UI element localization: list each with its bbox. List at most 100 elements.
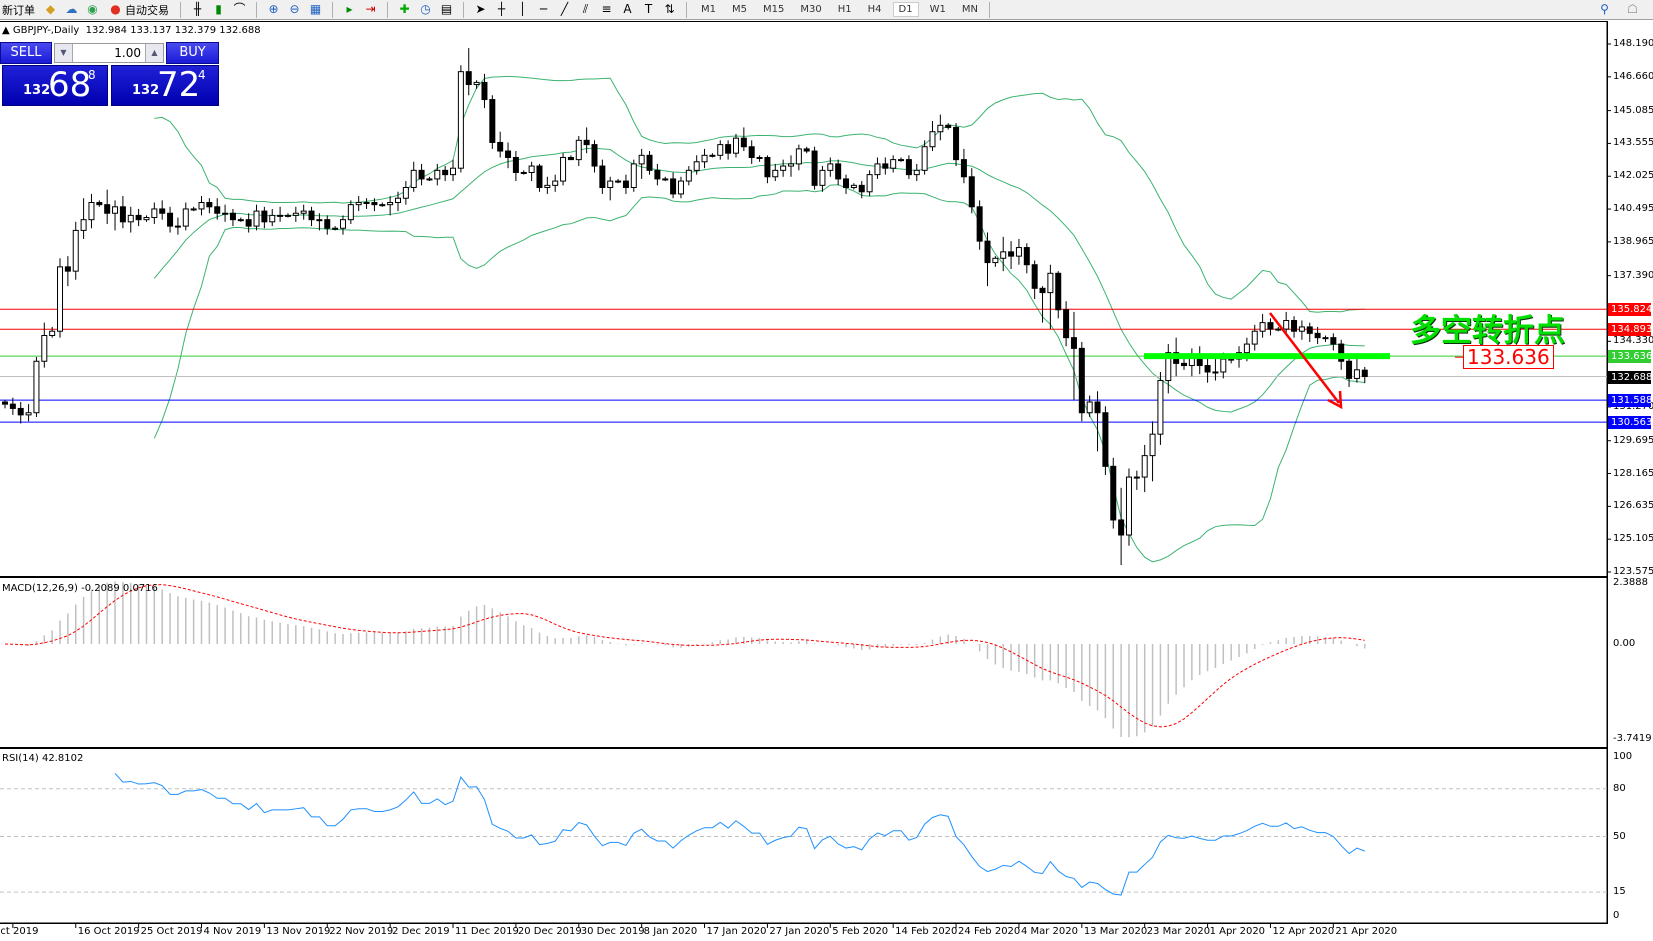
candle (237, 217, 244, 222)
cursor-icon[interactable]: ➤ (475, 2, 486, 16)
autoscroll-icon[interactable]: ▸ (346, 2, 353, 16)
zoom-in-icon[interactable]: ⊕ (268, 2, 279, 16)
candle (1196, 346, 1203, 375)
horizontal-line-icon[interactable]: ─ (539, 2, 548, 16)
auto-trading-button[interactable]: ● 自动交易 (106, 1, 171, 19)
candle-body (112, 206, 119, 214)
tile-windows-icon[interactable]: ▦ (309, 2, 322, 16)
buy-price[interactable]: 132 72 4 (111, 65, 219, 106)
candle (913, 163, 920, 182)
candle-body (1243, 343, 1250, 354)
fibonacci-icon[interactable]: ≡ (601, 2, 612, 16)
new-order-button[interactable]: 新订单 (0, 1, 37, 19)
periods-icon[interactable]: ◷ (420, 2, 431, 16)
candle (615, 178, 622, 184)
timeframe-m1[interactable]: M1 (701, 4, 716, 15)
timeframe-h4[interactable]: H4 (867, 4, 882, 15)
signal-icon[interactable]: ◉ (87, 2, 98, 16)
candle (1015, 238, 1022, 265)
rsi-label: RSI(14) 42.8102 (2, 753, 84, 764)
new-order-label: 新订单 (2, 3, 35, 17)
timeframe-m15[interactable]: M15 (763, 4, 785, 15)
text-icon[interactable]: A (623, 2, 632, 16)
candle (167, 206, 174, 233)
templates-icon[interactable]: ▤ (440, 2, 453, 16)
candle (709, 153, 716, 158)
candle-body (1141, 455, 1148, 478)
indicators-icon[interactable]: ✚ (399, 2, 410, 16)
candle-body (300, 210, 307, 214)
candle (1298, 320, 1305, 340)
date-axis-label: 4 Nov 2019 (203, 926, 262, 937)
candle (379, 202, 386, 207)
search-icon[interactable]: ⚲ (1600, 2, 1609, 16)
timeframe-mn[interactable]: MN (961, 4, 978, 15)
trend-arrow (1269, 312, 1340, 404)
lot-increase-button[interactable]: ▲ (145, 44, 163, 62)
date-axis-label: 25 Oct 2019 (140, 926, 203, 937)
annotation-text[interactable]: 多空转折点 (1410, 313, 1565, 349)
candle (253, 204, 260, 231)
date-axis-label: 12 Apr 2020 (1272, 926, 1335, 937)
candle-body (1322, 337, 1329, 340)
candle (1086, 395, 1093, 418)
timeframe-m5[interactable]: M5 (732, 4, 747, 15)
text-label-icon[interactable]: T (644, 2, 653, 16)
sell-price[interactable]: 132 68 8 (2, 65, 108, 106)
macd-signal-line (4, 584, 1365, 728)
candle (64, 256, 71, 287)
channel-icon[interactable]: ⫽ (582, 2, 589, 16)
candle-body (953, 126, 960, 161)
bar-chart-icon[interactable]: ╫ (193, 2, 202, 16)
zoom-out-icon[interactable]: ⊖ (289, 2, 300, 16)
candle-body (780, 165, 787, 171)
candle (748, 140, 755, 164)
lot-decrease-button[interactable]: ▼ (55, 44, 73, 62)
trendline-icon[interactable]: ╱ (560, 2, 569, 16)
date-axis-label: 27 Jan 2020 (769, 926, 830, 937)
level-price-tag: 135.824 (1608, 303, 1652, 317)
auto-trading-label: 自动交易 (125, 3, 169, 17)
candle (835, 159, 842, 186)
candle-body (850, 184, 857, 189)
candle (339, 215, 346, 235)
candle-body (198, 202, 205, 210)
market-watch-icon[interactable]: ◆ (45, 2, 56, 16)
arrows-icon[interactable]: ⇅ (664, 2, 675, 16)
candle-body (1259, 322, 1266, 332)
candle-body (984, 240, 991, 264)
history-icon[interactable]: ☁ (65, 2, 78, 16)
chart-shift-icon[interactable]: ⇥ (365, 2, 376, 16)
candle-body (772, 169, 779, 178)
candle (670, 172, 677, 199)
candle (780, 159, 787, 177)
sell-button[interactable]: SELL (0, 42, 52, 64)
timeframe-w1[interactable]: W1 (929, 4, 946, 15)
buy-button[interactable]: BUY (166, 42, 219, 64)
lot-size-input[interactable]: ▼ 1.00 ▲ (54, 43, 164, 63)
vertical-line-icon[interactable]: │ (518, 2, 527, 16)
candle-body (80, 219, 87, 231)
line-chart-icon[interactable]: ⌒ (233, 2, 246, 16)
candle-body (630, 163, 637, 189)
timeframe-d1[interactable]: D1 (892, 2, 919, 17)
annotation-price-label[interactable]: 133.636 (1463, 345, 1554, 369)
date-axis-label: 17 Jan 2020 (706, 926, 767, 937)
crosshair-icon[interactable]: ┼ (497, 2, 506, 16)
candle-body (560, 156, 567, 182)
candle-body (473, 81, 480, 86)
candle (1181, 359, 1187, 370)
timeframe-h1[interactable]: H1 (837, 4, 852, 15)
candle-body (41, 335, 48, 362)
candle-body (127, 214, 134, 223)
candle (300, 204, 307, 220)
timeframe-m30[interactable]: M30 (800, 4, 822, 15)
candle-body (434, 169, 441, 180)
community-icon[interactable]: ☖ (1627, 2, 1638, 16)
candle-body (607, 180, 614, 189)
candle (505, 142, 512, 169)
candle-body (1361, 369, 1368, 378)
candle (41, 322, 48, 368)
candlestick-icon[interactable]: ▮ (215, 2, 222, 16)
